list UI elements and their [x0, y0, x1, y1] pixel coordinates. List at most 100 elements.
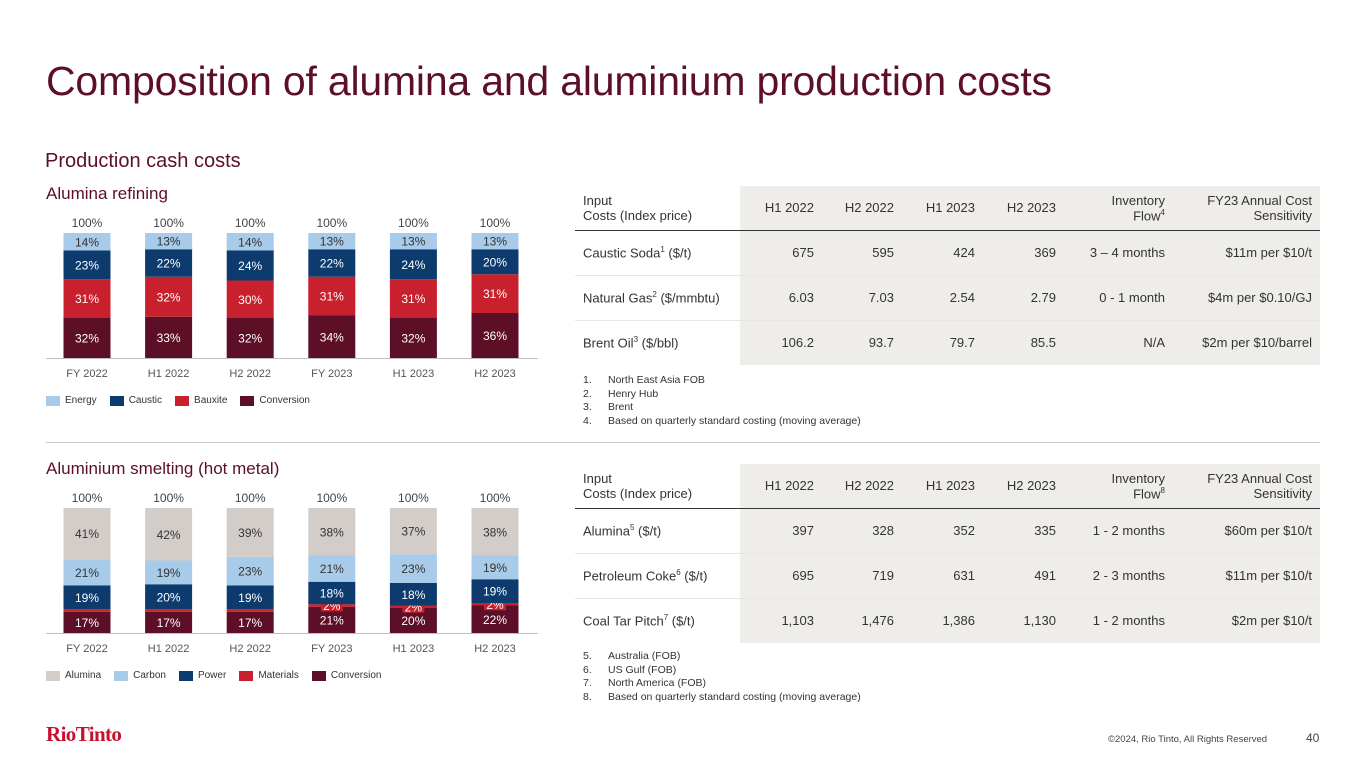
aluminium-footnote: 6. US Gulf (FOB)	[583, 663, 677, 676]
alumina-data-label-energy-5: 13%	[483, 235, 507, 249]
aluminium-data-label-power-3: 18%	[320, 587, 344, 601]
aluminium-cell: 352	[902, 508, 983, 553]
alumina-bar-bauxite-1	[145, 276, 193, 317]
rio-tinto-logo: RioTinto	[46, 722, 122, 746]
aluminium-bar-carbon-2	[226, 556, 274, 586]
aluminium-chart-legend: Alumina Carbon Power Materials Conversion	[46, 670, 394, 681]
aluminium-bar-power-3	[308, 581, 356, 605]
alumina-data-label-energy-1: 13%	[157, 235, 181, 249]
aluminium-data-label-alumina-0: 41%	[75, 527, 99, 541]
alumina-cell: 85.5	[983, 320, 1064, 365]
aluminium-bar-materials-1	[145, 609, 193, 612]
aluminium-cell: $60m per $10/t	[1173, 508, 1320, 553]
alumina-bar-energy-2	[226, 233, 274, 251]
aluminium-bar-power-0	[63, 585, 111, 610]
aluminium-data-label-carbon-3: 21%	[320, 562, 344, 576]
aluminium-data-label-alumina-5: 38%	[483, 525, 507, 539]
aluminium-cell: 719	[822, 553, 902, 598]
aluminium-legend-label: Power	[197, 670, 227, 681]
table-row: Caustic Soda1 ($/t) 675 595 424 369 3 – 4 mon…	[575, 230, 1320, 275]
aluminium-cell: 2 - 3 months	[1064, 553, 1173, 598]
aluminium-cell: 1,386	[902, 598, 983, 643]
alumina-data-label-conversion-5: 36%	[483, 329, 507, 343]
alumina-bar-energy-3	[308, 233, 356, 250]
aluminium-cell: 491	[983, 553, 1064, 598]
table-row: Coal Tar Pitch7 ($/t) 1,103 1,476 1,386 1,13…	[575, 598, 1320, 643]
page-title: Composition of alumina and aluminium pro…	[46, 58, 1052, 104]
aluminium-bar-carbon-1	[145, 560, 193, 585]
alumina-legend-label: Bauxite	[194, 395, 228, 406]
alumina-row-label: Brent Oil3 ($/bbl)	[583, 335, 679, 351]
alumina-footnotes: 1. North East Asia FOB 2. Henry Hub 3. Brent 4…	[583, 374, 861, 428]
alumina-bar-caustic-1	[145, 249, 193, 277]
aluminium-data-label-power-0: 19%	[75, 591, 99, 605]
aluminium-footnote: 8. Based on quarterly standard costing (m…	[583, 690, 861, 703]
aluminium-footnotes: 5. Australia (FOB) 6. US Gulf (FOB) 7. North …	[583, 650, 861, 704]
alumina-footnote: 1. North East Asia FOB	[583, 374, 705, 386]
alumina-data-label-caustic-0: 23%	[75, 258, 99, 272]
aluminium-category-label-4: H1 2023	[393, 643, 435, 655]
aluminium-bar-alumina-3	[308, 508, 356, 556]
alumina-bar-conversion-0	[63, 318, 111, 358]
col-header-h1-2023: H1 2023	[902, 186, 983, 230]
alumina-legend-label: Conversion	[259, 395, 310, 406]
alumina-bar-energy-1	[145, 233, 193, 250]
aluminium-cell: 1,130	[983, 598, 1064, 643]
alumina-data-label-caustic-5: 20%	[483, 255, 507, 269]
col-header-input: Input Costs (Index price)	[583, 192, 693, 223]
alumina-bar-caustic-4	[389, 249, 437, 280]
alumina-chart-legend: Energy Caustic Bauxite Conversion	[46, 395, 323, 406]
alumina-cell: 106.2	[740, 320, 822, 365]
alumina-footnote: 4. Based on quarterly standard costing (m…	[583, 414, 861, 427]
page-number: 40	[1306, 731, 1320, 745]
alumina-legend-label: Caustic	[128, 395, 163, 406]
alumina-bar-caustic-0	[63, 250, 111, 280]
aluminium-legend-label: Alumina	[65, 670, 102, 681]
alumina-total-label-0: 100%	[72, 216, 103, 230]
aluminium-legend-item-materials: Materials	[239, 670, 299, 681]
col-header-h1-2022: H1 2022	[740, 464, 822, 508]
aluminium-cell: 1,103	[740, 598, 822, 643]
table-row: Natural Gas2 ($/mmbtu) 6.03 7.03 2.54 2.79 0 …	[575, 275, 1320, 320]
aluminium-data-label-carbon-5: 19%	[483, 561, 507, 575]
alumina-data-label-conversion-3: 34%	[320, 330, 344, 344]
alumina-legend-swatch	[240, 395, 255, 406]
col-header-h1-2023: H1 2023	[902, 464, 983, 508]
alumina-cell: N/A	[1064, 320, 1173, 365]
aluminium-total-label-5: 100%	[480, 491, 511, 505]
table-row: Alumina5 ($/t) 397 328 352 335 1 - 2 months $6…	[575, 508, 1320, 553]
aluminium-row-label: Coal Tar Pitch7 ($/t)	[583, 613, 695, 629]
aluminium-category-label-0: FY 2022	[66, 643, 107, 655]
alumina-total-label-2: 100%	[235, 216, 266, 230]
aluminium-legend-item-power: Power	[178, 670, 227, 681]
copyright-notice: ©2024, Rio Tinto, All Rights Reserved	[1108, 734, 1268, 745]
aluminium-bar-materials-0	[63, 609, 111, 612]
alumina-data-label-caustic-4: 24%	[401, 258, 425, 272]
alumina-total-label-4: 100%	[398, 216, 429, 230]
aluminium-legend-item-conversion: Conversion	[311, 670, 381, 681]
alumina-footnote: 2. Henry Hub	[583, 387, 659, 400]
aluminium-data-label-conversion-4: 20%	[401, 614, 425, 628]
aluminium-data-label-alumina-4: 37%	[401, 525, 425, 539]
alumina-cell: $11m per $10/t	[1173, 230, 1320, 275]
alumina-category-label-3: FY 2023	[311, 368, 352, 380]
aluminium-cell: 1 - 2 months	[1064, 598, 1173, 643]
alumina-bar-caustic-3	[308, 249, 356, 277]
aluminium-data-label-alumina-1: 42%	[157, 528, 181, 542]
aluminium-data-label-carbon-2: 23%	[238, 565, 262, 579]
alumina-data-label-bauxite-2: 30%	[238, 293, 262, 307]
alumina-bar-bauxite-4	[389, 279, 437, 318]
aluminium-data-label-conversion-2: 17%	[238, 616, 262, 630]
alumina-bar-conversion-3	[308, 315, 356, 358]
alumina-legend-swatch	[46, 395, 60, 406]
alumina-data-label-bauxite-5: 31%	[483, 287, 507, 301]
aluminium-footnote: 7. North America (FOB)	[583, 677, 707, 689]
aluminium-bar-alumina-2	[226, 508, 274, 557]
alumina-cell: 424	[902, 230, 983, 275]
aluminium-cell: 1 - 2 months	[1064, 508, 1173, 553]
table-row: Petroleum Coke6 ($/t) 695 719 631 491 2 - 3 m…	[575, 553, 1320, 598]
alumina-data-label-bauxite-0: 31%	[75, 292, 99, 306]
alumina-legend-item-conversion: Conversion	[240, 395, 310, 406]
aluminium-legend-swatch	[178, 670, 193, 681]
aluminium-bar-power-1	[145, 584, 193, 610]
